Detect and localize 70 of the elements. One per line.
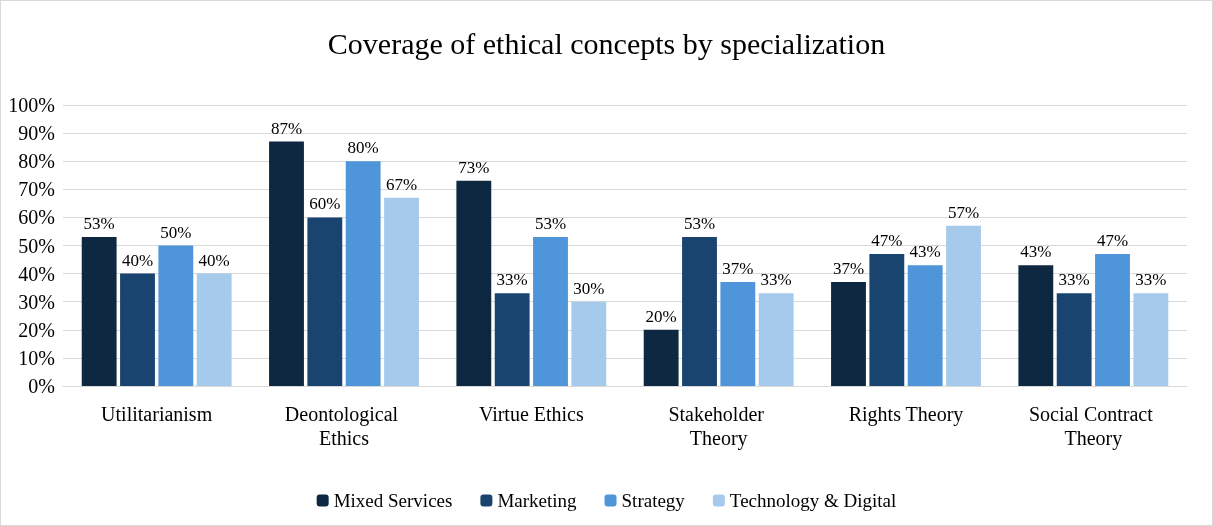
y-tick-label: 20%	[18, 318, 55, 341]
bar	[831, 282, 866, 386]
bar	[1056, 293, 1092, 386]
bar	[682, 237, 717, 386]
bar	[1095, 253, 1130, 386]
y-tick-label: 90%	[18, 122, 55, 145]
data-label: 33%	[760, 270, 792, 290]
bar	[758, 293, 794, 386]
data-label: 37%	[722, 259, 754, 279]
bar	[456, 180, 492, 386]
x-tick-label: Social Contract Theory	[1028, 403, 1158, 450]
x-tick-label: Rights Theory	[848, 403, 964, 426]
y-tick-label: 40%	[18, 262, 55, 285]
bar	[120, 273, 155, 386]
bar	[907, 265, 943, 386]
data-label: 80%	[347, 138, 379, 158]
bar	[533, 237, 568, 386]
bar	[307, 217, 343, 386]
bar	[384, 197, 419, 386]
data-label: 20%	[645, 306, 677, 326]
bar	[269, 141, 304, 386]
x-tick-label: Virtue Ethics	[478, 403, 584, 425]
bar	[1133, 293, 1169, 386]
y-tick-label: 30%	[18, 290, 55, 313]
legend-label: Marketing	[497, 490, 578, 511]
data-label: 87%	[270, 118, 303, 138]
data-label: 50%	[160, 222, 192, 242]
data-label: 47%	[1096, 230, 1129, 250]
bar	[869, 253, 905, 386]
x-tick-label: Deontological Ethics	[284, 403, 404, 449]
bar	[1018, 265, 1054, 386]
legend-label: Strategy	[621, 490, 686, 511]
data-label: 30%	[573, 278, 605, 298]
data-label: 33%	[496, 270, 528, 290]
data-label: 53%	[683, 214, 716, 234]
y-tick-label: 60%	[18, 206, 55, 229]
bar	[946, 225, 981, 386]
data-label: 53%	[534, 214, 567, 234]
data-label: 40%	[121, 250, 154, 270]
data-label: 47%	[871, 230, 903, 250]
bar	[158, 245, 194, 386]
data-label: 57%	[947, 202, 980, 222]
bar	[81, 237, 117, 386]
data-label: 33%	[1135, 270, 1167, 290]
data-label: 40%	[198, 250, 230, 270]
y-tick-label: 50%	[18, 234, 55, 257]
y-tick-label: 10%	[18, 346, 55, 369]
data-label: 60%	[309, 194, 341, 214]
y-tick-label: 70%	[18, 178, 55, 201]
legend-label: Technology & Digital	[729, 490, 897, 511]
chart-title: Coverage of ethical concepts by specialization	[327, 26, 886, 60]
bar	[643, 329, 679, 386]
legend-label: Mixed Services	[333, 490, 453, 511]
data-label: 43%	[909, 242, 941, 262]
bar	[494, 293, 530, 386]
y-tick-label: 100%	[8, 94, 55, 116]
data-label: 37%	[832, 259, 865, 279]
x-tick-label: Utilitarianism	[101, 403, 213, 425]
bar	[720, 282, 756, 386]
bar	[345, 161, 381, 386]
y-tick-label: 0%	[28, 375, 55, 397]
x-tick-label: Stakeholder Theory	[668, 403, 769, 450]
data-label: 33%	[1058, 270, 1090, 290]
data-label: 43%	[1020, 242, 1052, 262]
y-tick-label: 80%	[18, 150, 55, 173]
data-label: 73%	[458, 157, 490, 177]
data-label: 67%	[385, 174, 418, 194]
bar	[196, 273, 232, 386]
bar	[571, 301, 607, 386]
data-label: 53%	[83, 214, 115, 234]
